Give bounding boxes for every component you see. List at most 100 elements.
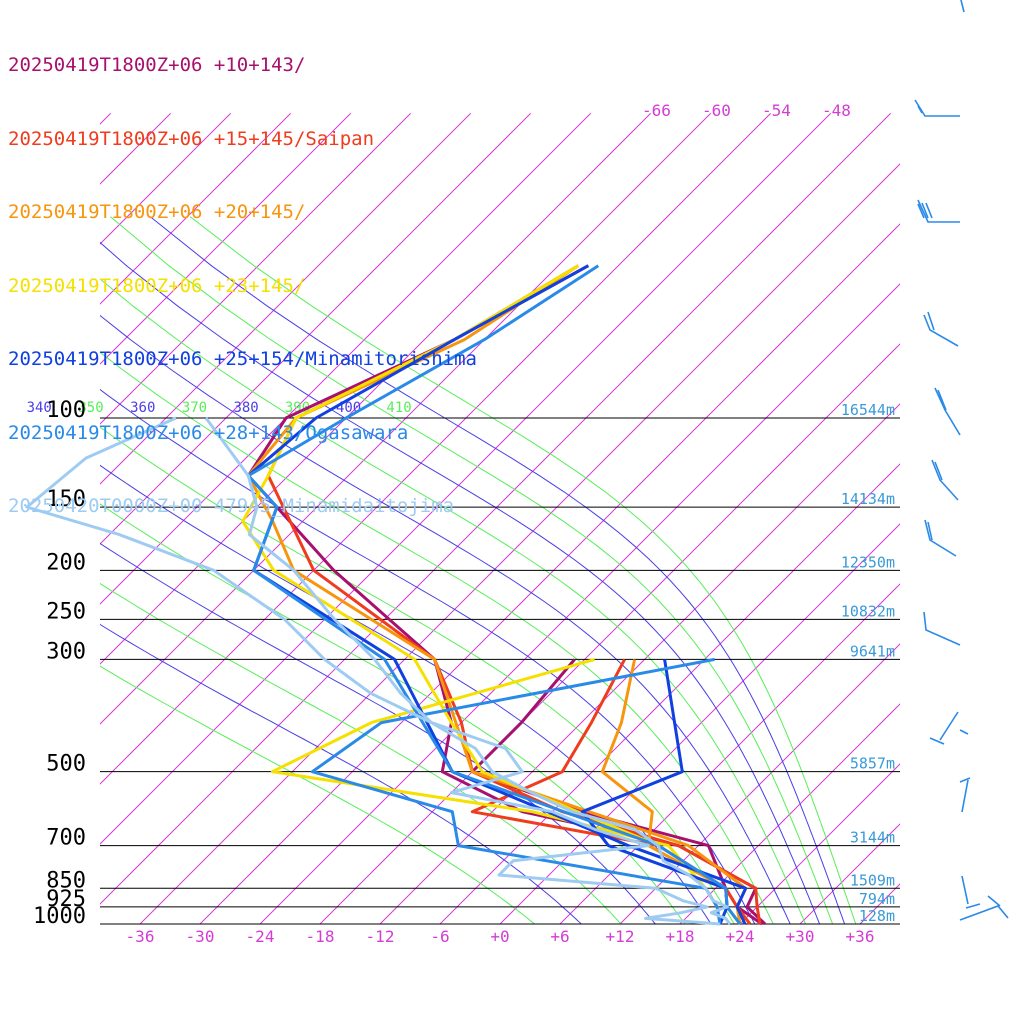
pressure-label: 200: [46, 550, 86, 575]
isotherm-line: [439, 463, 900, 924]
isotherm-line: [980, 113, 1024, 924]
temperature-tick: +36: [846, 927, 875, 946]
isotherm-line: [259, 283, 900, 924]
temperature-tick: +12: [606, 927, 635, 946]
isotherm-label: -48: [822, 101, 851, 120]
temperature-tick: -36: [126, 927, 155, 946]
sounding-traces: [25, 264, 767, 926]
temperature-tick: -24: [246, 927, 275, 946]
wind-barb: [923, 311, 959, 347]
wind-barb: [917, 199, 960, 223]
temperature-tick: +0: [490, 927, 509, 946]
theta-e-label: 410: [386, 400, 411, 416]
legend-item: 20250419T1800Z+06 +25+154/Minamitorishim…: [8, 348, 477, 370]
pressure-label: 700: [46, 826, 86, 851]
wind-barb: [924, 519, 957, 557]
isotherm-line: [499, 523, 900, 924]
isotherm-line: [100, 113, 411, 425]
height-label: 12350m: [841, 553, 895, 571]
temperature-tick: -18: [306, 927, 335, 946]
wind-barb: [914, 99, 960, 117]
isotherm-line: [100, 113, 891, 905]
isotherm-label: -54: [762, 101, 791, 120]
theta-e-label: 390: [285, 400, 310, 416]
isotherm-line: [199, 223, 900, 924]
theta-e-line: [100, 582, 622, 924]
temperature-tick: +24: [726, 927, 755, 946]
isotherm-line: [319, 343, 900, 924]
pressure-label: 300: [46, 639, 86, 664]
isotherm-labels: -66 -60 -54 -48: [642, 101, 851, 120]
isotherm-line: [100, 113, 291, 305]
dewpoint-trace: [310, 657, 722, 925]
isotherm-line: [100, 113, 711, 725]
height-label: 1509m: [850, 871, 895, 889]
pressure-label: 100: [46, 398, 86, 423]
pressure-label: 1000: [33, 904, 86, 929]
wind-barb: [959, 875, 1009, 921]
theta-e-label: 340: [27, 400, 52, 416]
temperature-tick: +30: [786, 927, 815, 946]
isotherm-label: -66: [642, 101, 671, 120]
isotherm-line: [100, 113, 771, 785]
dewpoint-trace: [470, 658, 752, 925]
height-label: 9641m: [850, 642, 895, 660]
isotherm-line: [799, 823, 900, 924]
pressure-label: 250: [46, 599, 86, 624]
theta-e-label: 370: [182, 400, 207, 416]
temperature-tick: -6: [430, 927, 449, 946]
isotherm-line: [139, 163, 900, 924]
isotherm-line: [920, 113, 1024, 924]
wind-barb: [934, 387, 961, 436]
theta-e-label: 380: [233, 400, 258, 416]
isotherm-line: [100, 113, 471, 485]
temperature-trace: [204, 417, 732, 925]
temperature-trace: [246, 264, 748, 925]
isotherm-line: [619, 643, 900, 924]
legend: 20250419T1800Z+06 +10+143/ 20250419T1800…: [8, 4, 477, 543]
dewpoint-trace: [25, 416, 721, 926]
wind-barb: [929, 711, 969, 745]
height-label: 3144m: [850, 829, 895, 847]
theta-e-line: [100, 623, 582, 924]
temperature-tick: -12: [366, 927, 395, 946]
wind-barb: [960, 0, 965, 13]
legend-item: 20250419T1800Z+06 +20+145/: [8, 201, 306, 223]
pressure-label: 925: [46, 887, 86, 912]
pressure-label: 500: [46, 752, 86, 777]
isotherm-line: [679, 703, 900, 924]
temperature-tick: +18: [666, 927, 695, 946]
pressure-label: 850: [46, 868, 86, 893]
wind-barbs: [914, 0, 1009, 921]
theta-e-label: 360: [130, 400, 155, 416]
height-label: 794m: [859, 890, 895, 908]
isotherm-line: [100, 113, 531, 545]
isotherm-line: [379, 403, 900, 924]
isotherm-line: [100, 113, 351, 365]
height-label: 14134m: [841, 490, 895, 508]
wind-barb: [959, 777, 971, 813]
isotherm-line: [559, 583, 900, 924]
theta-e-label: 350: [78, 400, 103, 416]
height-label: 5857m: [850, 755, 895, 773]
temperature-trace: [246, 264, 742, 925]
wind-barb: [923, 611, 961, 646]
legend-item: 20250419T1800Z+06 +15+145/Saipan: [8, 127, 375, 150]
height-label: 16544m: [841, 401, 895, 419]
legend-item: 20250419T1800Z+06 +28+143/Ogasawara: [8, 421, 409, 444]
isotherm-line: [739, 763, 900, 924]
legend-item: 20250420T0000Z+00 47945_Minamidaitojima: [8, 495, 455, 517]
isotherm-line: [859, 883, 900, 924]
isotherm-line: [100, 113, 831, 845]
theta-e-labels: 310320330340350360370380390400410: [0, 400, 412, 416]
height-label: 128m: [859, 907, 895, 925]
legend-item: 20250419T1800Z+06 +23+145/: [8, 274, 306, 297]
theta-e-line: [100, 665, 535, 924]
isotherm-line: [100, 113, 591, 605]
wind-barb: [931, 459, 959, 501]
pressure-label: 150: [46, 487, 86, 512]
height-label: 10832m: [841, 602, 895, 620]
temperature-axis: -36 -30 -24 -18 -12 -6 +0 +6 +12 +18 +24 +30 +36: [126, 927, 875, 946]
